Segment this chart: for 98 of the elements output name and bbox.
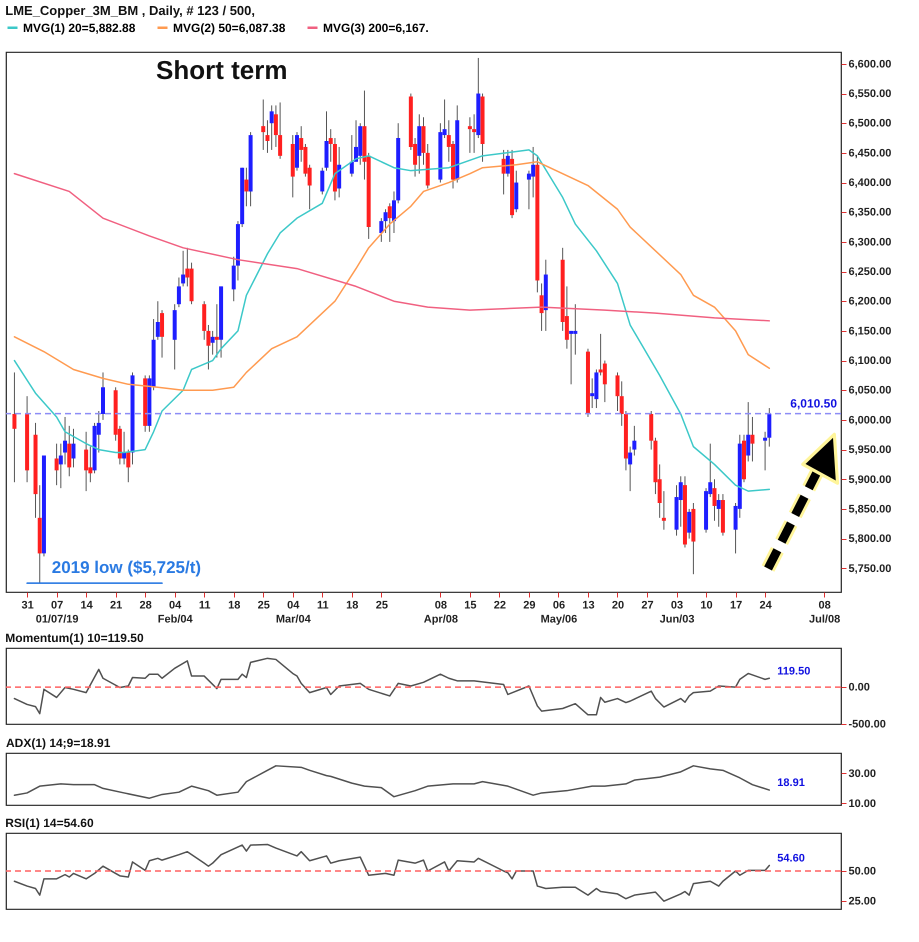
candlestick	[662, 490, 666, 530]
y-tick-label: 5,800.00	[848, 533, 892, 546]
line-series	[14, 844, 770, 902]
candlestick	[472, 114, 476, 154]
legend-label: MVG(3) 200=6,167.	[323, 20, 429, 35]
line-series	[14, 172, 770, 322]
annotation: 54.60	[777, 852, 805, 864]
x-tick-label: 22	[494, 600, 506, 612]
ref-line-label: 6,010.50	[790, 396, 838, 411]
legend-label: MVG(2) 50=6,087.38	[173, 20, 286, 35]
candlestick	[350, 134, 354, 178]
x-tick-label: 08 Apr/08	[424, 600, 458, 626]
candlestick	[337, 146, 342, 198]
y-tick-label: 5,850.00	[848, 503, 892, 516]
x-tick-label: 06 May/06	[540, 600, 578, 626]
candlestick	[320, 167, 324, 195]
x-tick-label: 27	[641, 600, 654, 612]
x-tick-label: 11	[198, 600, 211, 612]
y-tick-label: 5,750.00	[848, 562, 892, 575]
annotation: 119.50	[777, 665, 810, 678]
candlestick	[244, 167, 248, 207]
candlestick	[270, 104, 274, 150]
y-tick-label: 0.00	[848, 682, 870, 694]
line-series	[14, 161, 770, 391]
y-tick-label: 6,300.00	[848, 236, 892, 248]
annotation: 18.91	[777, 777, 805, 790]
candlestick	[12, 372, 16, 483]
y-tick-label: 50.00	[848, 866, 876, 878]
line-series	[14, 765, 770, 799]
x-tick-label: 29	[523, 600, 536, 612]
x-tick-label: 14	[80, 600, 94, 612]
x-tick-label: 10	[700, 600, 713, 612]
y-tick-label: 6,150.00	[848, 325, 892, 338]
y-tick-label: -500.00	[848, 718, 886, 730]
y-tick-label: 30.00	[848, 768, 876, 780]
candlestick	[206, 324, 210, 370]
candlestick	[261, 98, 266, 150]
chart-title: ADX(1) 14;9=18.91	[6, 736, 111, 750]
y-tick-label: 6,450.00	[848, 147, 892, 160]
candlestick	[84, 431, 88, 492]
candlestick	[176, 276, 181, 308]
x-tick-label: 18	[228, 600, 240, 612]
candlestick	[540, 282, 544, 332]
x-tick-label: 25	[258, 600, 270, 612]
x-tick-label: 21	[110, 600, 122, 612]
candlestick	[388, 202, 392, 242]
x-tick-label: 24	[759, 600, 773, 612]
chart-title: LME_Copper_3M_BM , Daily, # 123 / 500,	[5, 3, 255, 18]
annotation: 2019 low ($5,725/t)	[52, 558, 202, 578]
x-tick-label: 28	[140, 600, 152, 612]
candlestick	[71, 428, 76, 468]
x-tick-label: 15	[464, 600, 477, 612]
candlestick	[54, 443, 59, 486]
y-tick-label: 6,100.00	[848, 355, 892, 368]
candlestick	[632, 425, 636, 456]
y-tick-label: 6,600.00	[848, 58, 892, 70]
candlestick	[687, 508, 692, 540]
legend-label: MVG(1) 20=5,882.88	[23, 20, 136, 35]
y-tick-label: 6,550.00	[848, 88, 892, 100]
y-tick-label: 10.00	[848, 798, 876, 810]
x-tick-label: 03 Jun/03	[660, 600, 694, 626]
y-tick-label: 6,050.00	[848, 384, 892, 397]
x-tick-label: 31	[21, 600, 34, 612]
x-tick-label: 04 Feb/04	[158, 600, 194, 626]
y-tick-label: 6,200.00	[848, 296, 892, 308]
x-tick-label: 18	[346, 600, 358, 612]
x-tick-label: 20	[612, 600, 624, 612]
candlestick	[569, 330, 574, 385]
candlestick	[468, 116, 472, 154]
x-tick-label: 04 Mar/04	[276, 600, 312, 626]
candlestick	[573, 304, 578, 356]
y-tick-label: 6,250.00	[848, 266, 892, 278]
annotation: Short term	[156, 55, 288, 85]
y-tick-label: 6,350.00	[848, 206, 892, 219]
y-tick-label: 6,500.00	[848, 118, 892, 130]
y-tick-label: 5,950.00	[848, 444, 892, 456]
x-tick-label: 11	[316, 600, 329, 612]
candlestick	[67, 425, 72, 477]
y-tick-label: 5,900.00	[848, 474, 892, 486]
line-series	[14, 658, 770, 716]
chart-title: Momentum(1) 10=119.50	[5, 631, 144, 645]
y-tick-label: 25.00	[848, 896, 876, 908]
x-tick-label: 25	[376, 600, 388, 612]
x-tick-label: 13	[582, 600, 595, 612]
candlestick	[156, 300, 160, 340]
x-tick-label: 17	[730, 600, 742, 612]
y-tick-label: 6,000.00	[848, 414, 892, 426]
candlestick	[214, 304, 219, 358]
candlestick	[750, 416, 754, 462]
x-tick-label: 07 01/07/19	[36, 600, 79, 626]
y-tick-label: 6,400.00	[848, 177, 892, 190]
chart-title: RSI(1) 14=54.60	[5, 816, 94, 830]
candlestick	[763, 431, 768, 471]
candlestick	[602, 360, 607, 403]
candlestick	[210, 330, 215, 356]
candlestick	[232, 256, 236, 302]
candlestick	[278, 102, 282, 160]
x-tick-label: 08 Jul/08	[809, 600, 840, 626]
